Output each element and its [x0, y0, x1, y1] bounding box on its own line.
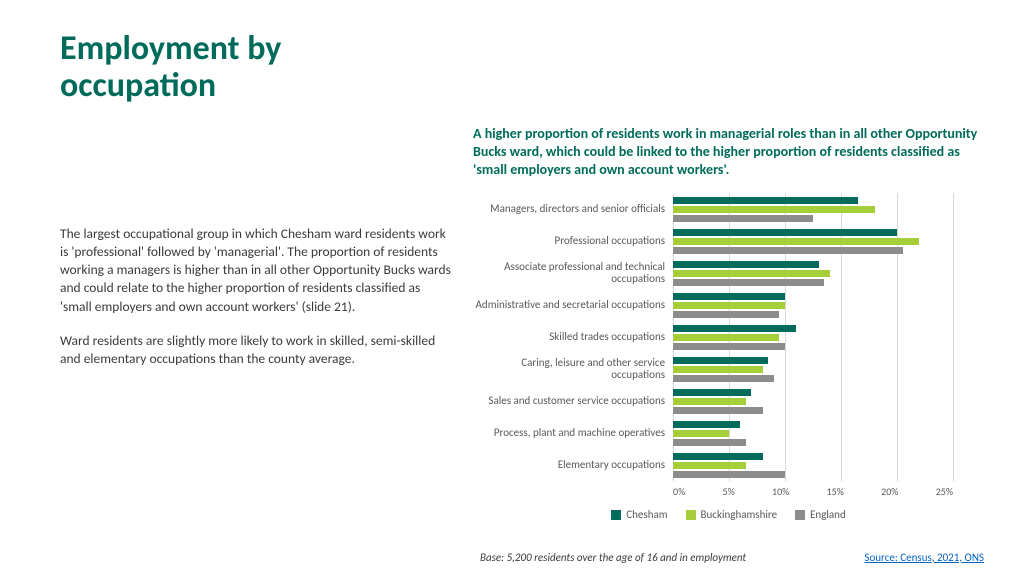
category-label: Sales and customer service occupations [473, 395, 673, 408]
body-paragraph-2: Ward residents are slightly more likely … [60, 332, 453, 368]
category-label: Associate professional and technical occ… [473, 261, 673, 286]
chart-row: Associate professional and technical occ… [473, 257, 973, 289]
slide-title: Employment by occupation [60, 30, 410, 105]
chart-bar [673, 453, 763, 460]
chart-bar [673, 247, 903, 254]
category-label: Administrative and secretarial occupatio… [473, 299, 673, 312]
chart-row: Sales and customer service occupations [473, 385, 973, 417]
legend-swatch-bucks [686, 510, 696, 520]
bars-group [673, 417, 953, 449]
axis-ticks: 0% 5% 10% 15% 20% 25% [673, 481, 953, 498]
legend-swatch-england [795, 510, 805, 520]
axis-tick: 25% [936, 485, 953, 498]
chart-bar [673, 197, 858, 204]
chart-row: Elementary occupations [473, 449, 973, 481]
legend-label-england: England [810, 508, 846, 521]
slide-footer: Base: 5,200 residents over the age of 16… [480, 551, 984, 564]
chart-row: Administrative and secretarial occupatio… [473, 289, 973, 321]
chart-bar [673, 334, 779, 341]
bars-group [673, 321, 953, 353]
chart-bar [673, 206, 875, 213]
axis-tick: 20% [881, 485, 898, 498]
legend-label-bucks: Buckinghamshire [701, 508, 778, 521]
chart-bar [673, 343, 785, 350]
category-label: Skilled trades occupations [473, 331, 673, 344]
bars-group [673, 385, 953, 417]
category-label: Caring, leisure and other service occupa… [473, 357, 673, 382]
chart-bar [673, 462, 746, 469]
legend-item-chesham: Chesham [611, 508, 667, 521]
axis-row: 0% 5% 10% 15% 20% 25% [473, 481, 973, 498]
chart-bar [673, 471, 785, 478]
source-link[interactable]: Source: Census, 2021, ONS [864, 551, 984, 564]
chart-bar [673, 270, 830, 277]
bars-group [673, 353, 953, 385]
chart-bar [673, 389, 751, 396]
chart-bar [673, 279, 824, 286]
chart-bar [673, 229, 897, 236]
occupation-bar-chart: Managers, directors and senior officials… [473, 193, 973, 498]
bars-group [673, 257, 953, 289]
legend-label-chesham: Chesham [626, 508, 667, 521]
chart-bar [673, 302, 785, 309]
right-column: A higher proportion of residents work in… [473, 125, 984, 522]
chart-bar [673, 407, 763, 414]
axis-tick: 0% [673, 485, 685, 498]
bars-group [673, 289, 953, 321]
category-label: Professional occupations [473, 235, 673, 248]
chart-bar [673, 311, 779, 318]
bars-group [673, 193, 953, 225]
body-paragraph-1: The largest occupational group in which … [60, 225, 453, 316]
axis-tick: 10% [772, 485, 789, 498]
axis-tick: 5% [723, 485, 735, 498]
chart-bar [673, 325, 796, 332]
left-column: The largest occupational group in which … [60, 125, 453, 522]
category-label: Elementary occupations [473, 459, 673, 472]
legend-item-england: England [795, 508, 846, 521]
legend-swatch-chesham [611, 510, 621, 520]
chart-legend: Chesham Buckinghamshire England [473, 508, 984, 521]
chart-bar [673, 238, 919, 245]
bars-group [673, 449, 953, 481]
chart-bar [673, 261, 819, 268]
chart-bar [673, 439, 746, 446]
chart-bar [673, 357, 768, 364]
slide: Employment by occupation The largest occ… [0, 0, 1024, 576]
content-columns: The largest occupational group in which … [60, 125, 984, 522]
chart-row: Caring, leisure and other service occupa… [473, 353, 973, 385]
chart-bar [673, 375, 774, 382]
category-label: Managers, directors and senior officials [473, 203, 673, 216]
base-note: Base: 5,200 residents over the age of 16… [480, 551, 746, 564]
chart-row: Managers, directors and senior officials [473, 193, 973, 225]
chart-bar [673, 430, 729, 437]
legend-item-bucks: Buckinghamshire [686, 508, 778, 521]
chart-bar [673, 215, 813, 222]
axis-tick: 15% [827, 485, 844, 498]
chart-bar [673, 366, 763, 373]
chart-row: Skilled trades occupations [473, 321, 973, 353]
category-label: Process, plant and machine operatives [473, 427, 673, 440]
chart-bar [673, 398, 746, 405]
chart-row: Professional occupations [473, 225, 973, 257]
bars-group [673, 225, 953, 257]
callout-text: A higher proportion of residents work in… [473, 125, 984, 180]
chart-bar [673, 421, 740, 428]
chart-row: Process, plant and machine operatives [473, 417, 973, 449]
chart-bar [673, 293, 785, 300]
